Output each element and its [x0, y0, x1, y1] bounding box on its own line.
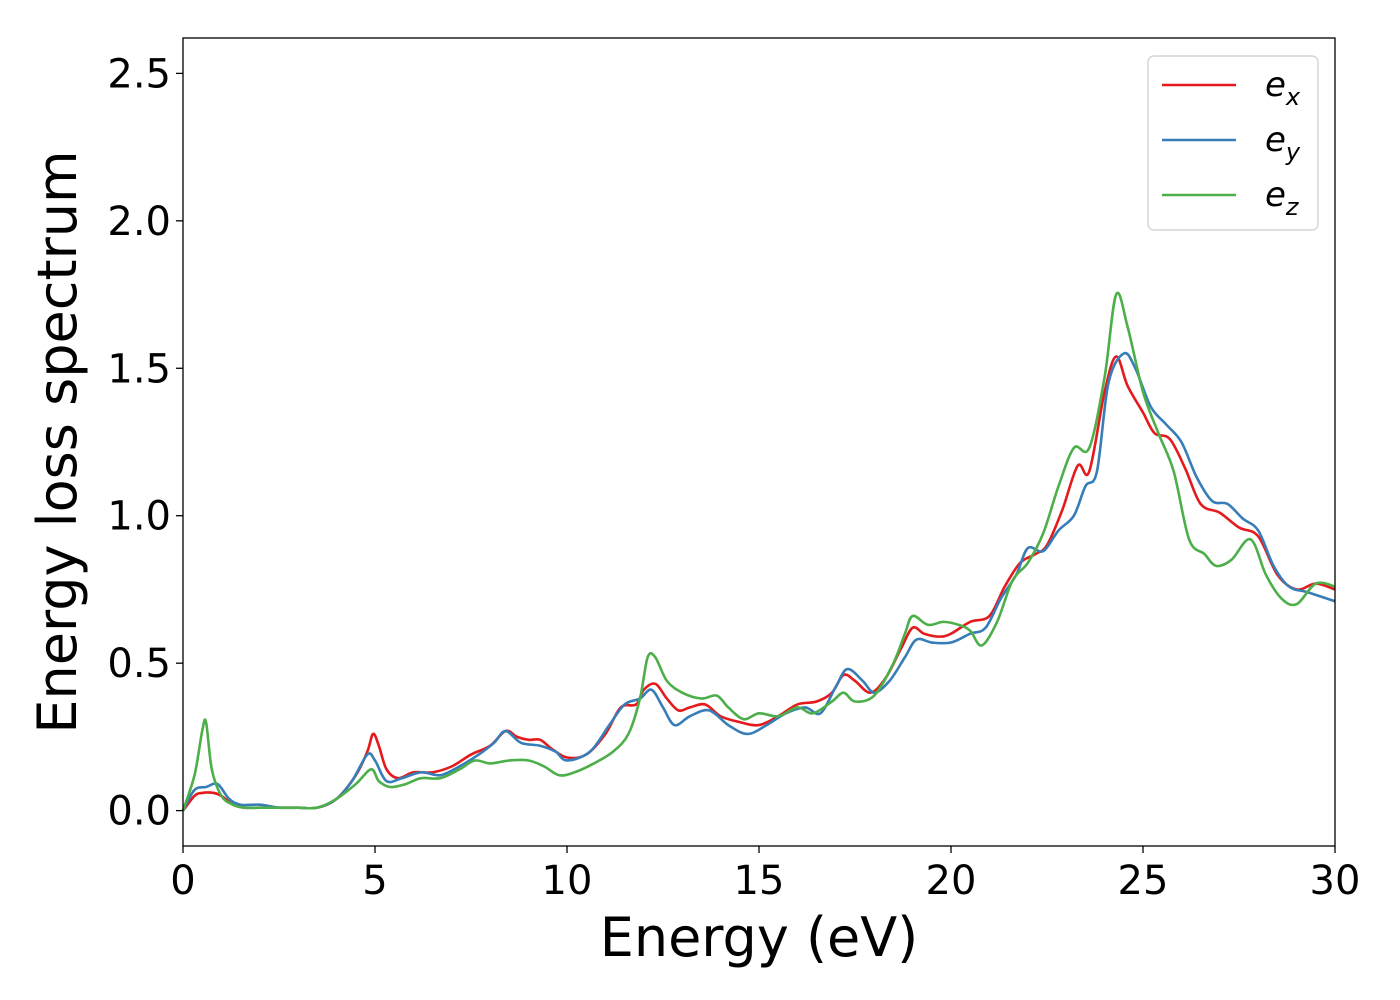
- legend-label-ez: ez: [1265, 175, 1300, 221]
- series-line-ez: [181, 291, 1336, 812]
- y-tick-label: 0.0: [107, 789, 171, 835]
- x-tick-label: 20: [926, 858, 977, 904]
- x-tick-label: 10: [542, 858, 593, 904]
- legend-entries: ex ey ez: [1162, 65, 1301, 221]
- x-tick-label: 30: [1310, 858, 1361, 904]
- x-tick-label: 5: [362, 858, 387, 904]
- y-tick-label: 0.5: [107, 641, 171, 687]
- x-axis-ticks: 0 5 10 15 20 25 30: [170, 846, 1360, 904]
- legend: ex ey ez: [1147, 55, 1319, 231]
- y-tick-label: 2.0: [107, 199, 171, 245]
- x-tick-label: 15: [734, 858, 785, 904]
- legend-label-ex: ex: [1265, 65, 1301, 111]
- x-axis-label: Energy (eV): [600, 906, 919, 969]
- x-tick-label: 25: [1118, 858, 1169, 904]
- legend-box: [1147, 55, 1319, 231]
- series-line-ey: [181, 351, 1336, 812]
- series-layer: [181, 291, 1336, 812]
- y-tick-label: 2.5: [107, 51, 171, 97]
- legend-label-ey: ey: [1265, 120, 1301, 166]
- y-axis-label: Energy loss spectrum: [26, 150, 89, 733]
- y-tick-label: 1.0: [107, 494, 171, 540]
- x-tick-label: 0: [170, 858, 195, 904]
- y-tick-label: 1.5: [107, 346, 171, 392]
- y-axis-ticks: 0.0 0.5 1.0 1.5 2.0 2.5: [107, 51, 183, 835]
- series-line-ex: [181, 355, 1336, 812]
